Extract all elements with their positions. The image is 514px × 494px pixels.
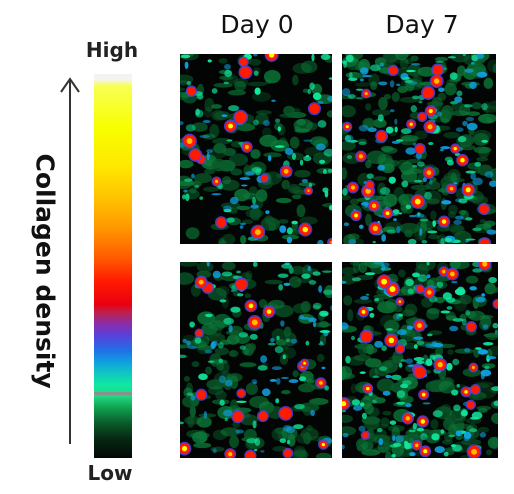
- y-axis-title: Collagen density: [30, 153, 60, 389]
- image-panel-day0-bottom: [180, 262, 332, 458]
- image-panel-day0-top: [180, 54, 332, 244]
- up-arrow-icon: [60, 77, 80, 444]
- scale-high-label: High: [85, 38, 139, 62]
- column-header-day7: Day 7: [385, 10, 459, 39]
- column-header-day0: Day 0: [220, 10, 294, 39]
- image-panel-day7-top: [342, 54, 496, 244]
- scale-low-label: Low: [87, 461, 133, 485]
- colorbar: [94, 74, 132, 458]
- colorbar-marker: [94, 392, 132, 395]
- image-panel-day7-bottom: [342, 262, 498, 458]
